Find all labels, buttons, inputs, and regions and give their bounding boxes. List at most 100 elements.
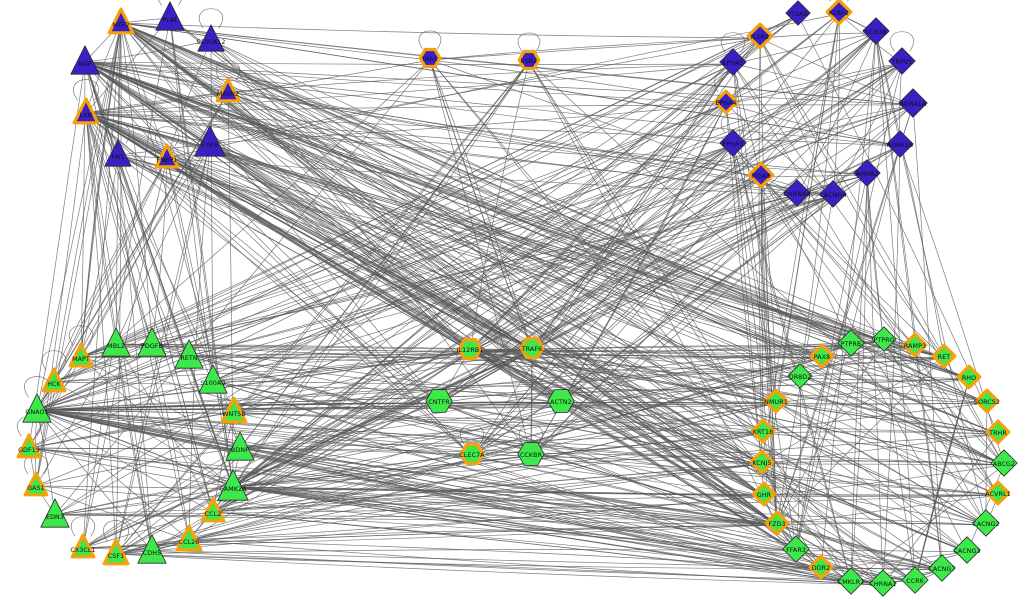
graph-node-pdgfb[interactable]: PDGFB	[137, 327, 167, 359]
graph-node-esr2[interactable]: ESR2	[516, 49, 542, 75]
graph-node-amhr2[interactable]: AMHR2	[853, 159, 881, 189]
graph-node-s100a9[interactable]: S100A9	[198, 364, 228, 396]
graph-node-lxn[interactable]: LXN	[71, 97, 101, 128]
graph-node-adra1b[interactable]: ADRA1B	[886, 130, 914, 160]
graph-node-il12rb1[interactable]: IL12RB1	[456, 337, 484, 365]
graph-node-cntfr[interactable]: CNTFR	[425, 389, 453, 417]
graph-edge	[912, 104, 943, 571]
graph-node-adra1a[interactable]: ADRA1A	[898, 88, 928, 120]
graph-edge	[36, 402, 777, 411]
graph-node-epha5[interactable]: EPHA5	[719, 48, 747, 78]
graph-node-hck[interactable]: HCK	[40, 366, 68, 398]
graph-node-ghr[interactable]: GHR	[750, 481, 778, 510]
graph-node-nmur1[interactable]: NMUR1	[762, 388, 790, 417]
graph-node-actn2[interactable]: ACTN2	[547, 389, 575, 417]
diamond-glyph	[782, 535, 810, 567]
graph-edge	[85, 112, 798, 196]
graph-edge	[36, 350, 471, 411]
graph-node-cmklr1[interactable]: CMKLR1	[837, 567, 865, 597]
graph-node-or8d2[interactable]: OR8D2	[787, 363, 813, 391]
graph-node-traf6[interactable]: TRAF6	[518, 336, 546, 364]
graph-node-ret[interactable]: RET	[930, 343, 958, 372]
graph-node-chrna1[interactable]: CHRNA1	[869, 569, 897, 599]
graph-node-matn[interactable]: MATN2	[214, 77, 242, 106]
graph-node-cacng4[interactable]: CACNG4	[819, 180, 847, 210]
graph-node-gdf15[interactable]: GDF15	[15, 433, 43, 462]
graph-edge	[239, 432, 764, 449]
graph-node-acvrl1[interactable]: ACVRL1	[984, 480, 1012, 509]
graph-edge	[732, 32, 877, 65]
graph-node-klrf2[interactable]: KLRF2	[824, 0, 854, 29]
graph-node-trhr[interactable]: TRHR	[984, 419, 1012, 448]
graph-node-fgf6[interactable]: FGF6	[194, 125, 226, 159]
graph-node-abcg2[interactable]: ABCG2	[990, 449, 1018, 479]
graph-edge	[36, 355, 190, 411]
graph-edge	[531, 349, 999, 435]
graph-node-cckbr[interactable]: CCKBR	[517, 442, 545, 470]
graph-node-mtf2[interactable]: MTF2	[106, 7, 136, 38]
graph-edge	[53, 381, 777, 404]
graph-edge	[721, 113, 745, 134]
graph-node-epha3[interactable]: EPHA3	[719, 129, 747, 159]
graph-node-cdh5[interactable]: CDH5	[137, 534, 167, 566]
graph-node-ptprb[interactable]: PTPRB	[837, 329, 865, 359]
graph-edge	[84, 61, 901, 147]
graph-edge	[882, 433, 999, 586]
graph-node-fnb1[interactable]: FNBP1	[153, 143, 181, 172]
graph-node-ccr6[interactable]: CCR6	[901, 566, 929, 596]
graph-node-scn3b[interactable]: SCN3B	[862, 17, 890, 47]
graph-node-ffar3[interactable]: FFAR3	[782, 535, 810, 567]
graph-node-sorcs2[interactable]: SORCS2	[973, 388, 1001, 417]
graph-edge	[85, 112, 901, 147]
graph-node-trpv1[interactable]: TRPV1	[888, 47, 916, 77]
graph-node-ramp3[interactable]: RAMP3	[901, 332, 929, 361]
graph-edge	[166, 157, 234, 488]
graph-edge	[80, 103, 727, 358]
graph-node-cacng3[interactable]: CACNG3	[953, 536, 981, 566]
graph-node-chrna4[interactable]: CHRNA4	[783, 179, 811, 209]
graph-node-ngf[interactable]: NGF	[70, 45, 100, 77]
graph-node-kcnj5[interactable]: KCNJ5	[748, 449, 776, 478]
graph-edge	[120, 22, 153, 345]
graph-node-edn3[interactable]: EDN3	[40, 498, 70, 530]
graph-node-epha4[interactable]: EPHA4	[712, 89, 740, 118]
graph-edge	[115, 432, 764, 555]
graph-edge	[210, 39, 943, 571]
graph-edge	[115, 549, 797, 555]
graph-node-s100a12[interactable]: S100A12	[196, 24, 225, 54]
graph-node-wnt5b[interactable]: WNT5B	[219, 396, 249, 427]
graph-node-clec7a[interactable]: CLEC7A	[458, 442, 486, 470]
graph-node-ccl2[interactable]: CCL2	[199, 497, 227, 526]
graph-node-csf1[interactable]: CSF1	[101, 538, 131, 569]
graph-node-cx3cl1[interactable]: CX3CL1	[69, 533, 97, 562]
triangle-glyph	[40, 366, 68, 398]
graph-edge	[188, 495, 765, 541]
graph-node-gas1[interactable]: GAS1	[22, 471, 50, 500]
graph-node-irs1[interactable]: IRS1	[417, 47, 443, 73]
graph-node-fn1[interactable]: FN1	[104, 139, 132, 169]
graph-edge	[82, 144, 734, 549]
graph-edge	[531, 103, 727, 351]
graph-node-cacng7[interactable]: CACNG7	[928, 554, 956, 584]
graph-node-bdnf[interactable]: BDNF	[225, 431, 255, 463]
graph-edge	[469, 37, 761, 352]
graph-edge	[776, 494, 999, 526]
graph-node-itga8[interactable]: ITGA8	[785, 0, 811, 28]
graph-edge	[188, 350, 471, 541]
graph-node-cacng2[interactable]: CACNG2	[972, 509, 1000, 539]
graph-node-ccl26[interactable]: CCL26	[174, 524, 204, 555]
graph-node-il1r2[interactable]: IL1R2	[745, 22, 775, 53]
graph-node-mbl2[interactable]: MBL2	[101, 327, 131, 359]
graph-node-ddr2[interactable]: DDR2	[807, 554, 835, 583]
graph-node-mapt[interactable]: MAPT	[67, 342, 95, 371]
graph-node-itga9[interactable]: ITGA9	[746, 161, 776, 192]
graph-edge	[761, 460, 1005, 466]
graph-node-plat[interactable]: PLAT	[155, 1, 185, 33]
graph-edge	[227, 91, 234, 488]
graph-edge	[763, 494, 999, 497]
graph-node-gnao1[interactable]: GNAO1	[22, 393, 52, 425]
graph-node-krt18[interactable]: KRT18	[749, 418, 777, 447]
graph-node-ptpro[interactable]: PTPRO	[871, 326, 897, 354]
graph-edge	[80, 62, 903, 358]
